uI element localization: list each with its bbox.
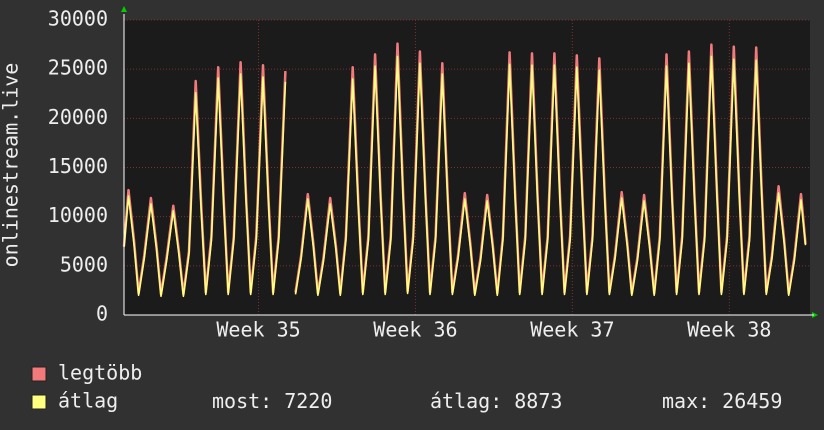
x-tick-label: Week 37 bbox=[530, 318, 614, 342]
x-tick-label: Week 35 bbox=[216, 318, 300, 342]
y-tick-label: 25000 bbox=[48, 56, 108, 80]
y-tick-label: 15000 bbox=[48, 154, 108, 178]
legend-swatch bbox=[31, 366, 47, 382]
y-tick-label: 30000 bbox=[48, 7, 108, 31]
x-tick-label: Week 38 bbox=[687, 318, 771, 342]
legend-swatch bbox=[31, 394, 47, 410]
stat-value: 7220 bbox=[284, 389, 332, 413]
y-tick-label: 20000 bbox=[48, 105, 108, 129]
y-axis-label: onlinestream.live bbox=[0, 63, 23, 268]
y-tick-label: 5000 bbox=[60, 252, 108, 276]
series-line bbox=[123, 55, 807, 298]
stat-label: átlag: bbox=[430, 389, 502, 413]
x-tick-label: Week 36 bbox=[373, 318, 457, 342]
y-tick-label: 0 bbox=[96, 302, 108, 326]
stat-value: 8873 bbox=[514, 389, 562, 413]
y-tick-label: 10000 bbox=[48, 203, 108, 227]
stat-value: 26459 bbox=[722, 389, 782, 413]
stat-label: most: bbox=[212, 389, 272, 413]
legend-label: legtöbb bbox=[58, 361, 142, 385]
stat: max: 26459 bbox=[662, 389, 782, 413]
stat: átlag: 8873 bbox=[430, 389, 562, 413]
legend-label: átlag bbox=[58, 389, 118, 413]
axis-arrow bbox=[812, 312, 818, 318]
axis-arrow bbox=[121, 6, 127, 12]
stat-label: max: bbox=[662, 389, 710, 413]
stat: most: 7220 bbox=[212, 389, 332, 413]
